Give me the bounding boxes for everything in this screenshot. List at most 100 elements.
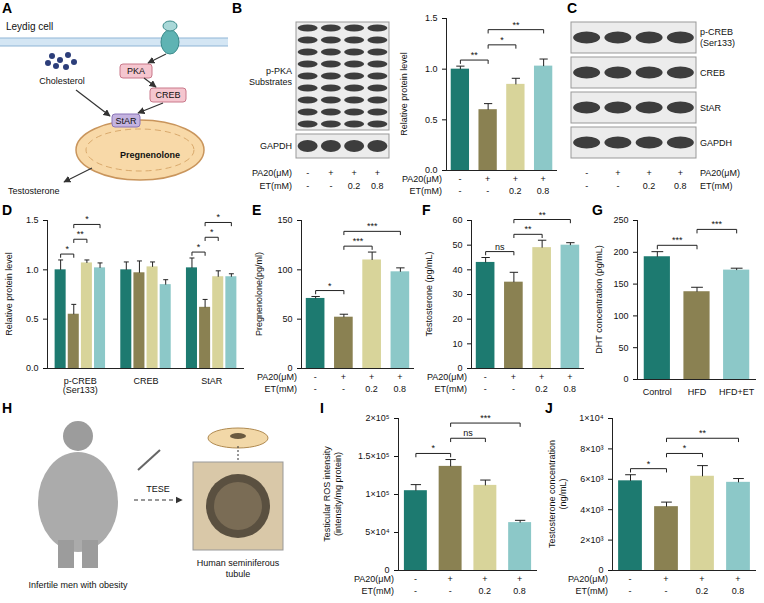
svg-text:-: - [585,168,588,178]
svg-text:***: *** [367,221,378,231]
svg-text:-: - [616,181,619,191]
svg-text:+: + [447,574,452,584]
svg-text:+: + [375,168,380,178]
svg-text:+: + [341,372,346,382]
svg-text:-: - [314,372,317,382]
svg-text:-: - [414,586,417,596]
svg-text:0.8: 0.8 [537,186,550,196]
svg-text:10: 10 [452,339,462,349]
svg-text:Cholesterol: Cholesterol [39,76,85,86]
svg-text:0.2: 0.2 [365,384,378,394]
svg-text:p-PKA: p-PKA [266,66,292,76]
svg-text:30: 30 [452,289,462,299]
svg-text:*: * [210,227,214,237]
svg-text:+: + [540,174,545,184]
svg-text:tubule: tubule [226,569,251,579]
svg-text:PA20(μM): PA20(μM) [568,574,608,584]
svg-text:150: 150 [613,279,628,289]
svg-text:ET(mM): ET(mM) [265,384,298,394]
svg-text:-: - [512,384,515,394]
svg-text:-: - [449,586,452,596]
svg-text:0.0: 0.0 [26,363,39,373]
svg-text:0.2: 0.2 [479,586,492,596]
svg-text:150: 150 [277,215,292,225]
svg-text:*: * [500,35,504,45]
svg-text:2×10³: 2×10³ [580,535,603,545]
svg-text:StAR: StAR [700,103,722,113]
svg-text:p-CREB(Ser133): p-CREB(Ser133) [63,376,98,395]
svg-text:*: * [65,244,69,254]
svg-text:GAPDH: GAPDH [700,138,732,148]
svg-text:+: + [567,372,572,382]
svg-text:-: - [314,384,317,394]
svg-text:PA20(μM): PA20(μM) [354,574,394,584]
svg-text:20: 20 [452,314,462,324]
svg-text:*: * [85,214,89,224]
svg-text:CREB: CREB [700,68,725,78]
svg-text:-: - [458,174,461,184]
svg-text:0.5: 0.5 [425,115,438,125]
svg-text:0.2: 0.2 [535,384,548,394]
svg-text:Testosterone (pg/mL): Testosterone (pg/mL) [424,251,434,336]
svg-text:+: + [699,574,704,584]
svg-text:2×10⁵: 2×10⁵ [365,413,389,423]
svg-text:4×10³: 4×10³ [580,505,603,515]
svg-text:+: + [539,372,544,382]
svg-text:Pregnenolone(pg/ml): Pregnenolone(pg/ml) [254,252,264,336]
svg-text:+: + [615,168,620,178]
svg-text:0.8: 0.8 [674,181,687,191]
svg-text:PA20(μM): PA20(μM) [427,372,467,382]
svg-text:PA20(μM): PA20(μM) [257,372,297,382]
svg-text:Infertile men with obesity: Infertile men with obesity [28,580,128,590]
svg-text:1.5: 1.5 [26,215,39,225]
svg-text:-: - [414,574,417,584]
svg-text:-: - [585,181,588,191]
svg-text:*: * [647,459,651,469]
svg-text:(intensity/mg protein): (intensity/mg protein) [333,452,343,536]
svg-text:5×10⁴: 5×10⁴ [365,527,389,537]
svg-text:PA20(μM): PA20(μM) [402,174,442,184]
svg-text:StAR: StAR [201,376,223,386]
svg-text:-: - [629,586,632,596]
svg-text:-: - [306,181,309,191]
svg-text:60: 60 [452,215,462,225]
svg-text:0.8: 0.8 [564,384,577,394]
svg-text:*: * [328,281,332,291]
svg-text:0.8: 0.8 [732,586,745,596]
svg-text:Substrates: Substrates [249,77,293,87]
svg-text:PKA: PKA [127,66,145,76]
svg-text:***: *** [672,235,683,245]
svg-text:200: 200 [613,247,628,257]
svg-text:TESE: TESE [146,484,170,494]
svg-text:0.8: 0.8 [513,586,526,596]
svg-text:ET(mM): ET(mM) [435,384,468,394]
svg-text:+: + [735,574,740,584]
svg-text:***: *** [480,413,491,423]
svg-text:250: 250 [613,215,628,225]
svg-text:1×10⁵: 1×10⁵ [365,489,389,499]
svg-text:p-CREB: p-CREB [700,27,733,37]
svg-text:**: ** [539,210,547,220]
svg-text:ns: ns [463,428,473,438]
svg-text:ET(mM): ET(mM) [362,586,395,596]
svg-text:**: ** [77,229,85,239]
svg-text:-: - [484,384,487,394]
svg-text:0.8: 0.8 [371,181,384,191]
svg-text:0.8: 0.8 [394,384,407,394]
svg-text:***: *** [353,236,364,246]
svg-text:1.5×10⁵: 1.5×10⁵ [358,451,390,461]
svg-text:+: + [663,574,668,584]
svg-text:+: + [517,574,522,584]
svg-text:Testicular ROS intensity: Testicular ROS intensity [322,446,332,542]
svg-text:-: - [629,574,632,584]
svg-text:0.2: 0.2 [696,586,709,596]
svg-text:Relative protein level: Relative protein level [399,52,409,136]
svg-text:*: * [216,212,220,222]
svg-text:8×10³: 8×10³ [580,444,603,454]
svg-text:(Ser133): (Ser133) [700,38,735,48]
svg-text:-: - [329,181,332,191]
svg-text:PA20(μM): PA20(μM) [252,168,292,178]
svg-text:Testosterone: Testosterone [8,186,60,196]
svg-text:+: + [369,372,374,382]
svg-text:+: + [351,168,356,178]
